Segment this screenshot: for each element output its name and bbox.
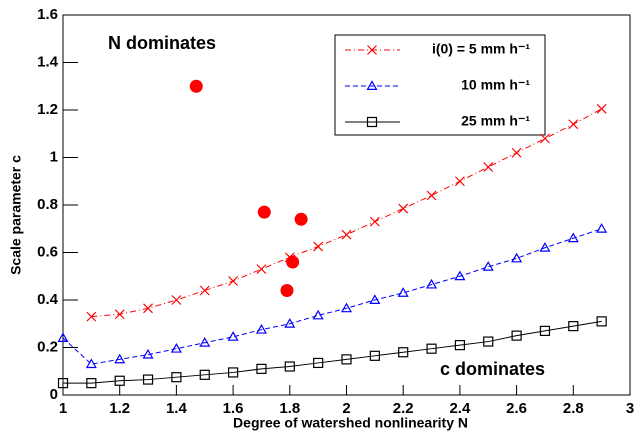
x-axis-title: Degree of watershed nonlinearity N — [233, 415, 468, 431]
marker — [426, 343, 437, 354]
legend-marker — [367, 45, 377, 55]
marker — [540, 133, 550, 144]
marker — [341, 354, 352, 365]
marker — [86, 311, 97, 322]
marker — [86, 378, 97, 389]
series-line — [91, 108, 602, 318]
marker — [511, 252, 523, 263]
marker — [596, 103, 607, 114]
x-tick-label: 3 — [626, 400, 634, 417]
series-line — [62, 228, 602, 365]
marker — [142, 348, 154, 359]
marker — [199, 285, 210, 296]
marker — [568, 321, 579, 332]
marker — [426, 278, 438, 289]
observation-point — [286, 255, 300, 269]
marker — [228, 367, 239, 378]
x-tick-label: 2.8 — [563, 400, 584, 417]
observation-point — [280, 284, 294, 297]
marker — [171, 295, 182, 305]
x-tick-label: 1.4 — [166, 400, 188, 417]
marker — [454, 340, 465, 351]
x-tick-label: 1.8 — [279, 400, 300, 417]
legend-marker — [366, 80, 378, 90]
legend-label: 10 mm h⁻¹ — [461, 77, 530, 93]
marker — [114, 309, 125, 320]
x-tick-label: 1 — [59, 400, 67, 417]
y-tick-label: 0.4 — [37, 291, 59, 308]
y-tick-label: 1.6 — [37, 6, 58, 23]
x-tick-label: 2.6 — [506, 400, 527, 417]
marker — [369, 216, 380, 227]
x-tick-label: 1.2 — [109, 400, 130, 417]
marker — [85, 358, 97, 369]
marker — [511, 330, 522, 341]
marker — [57, 332, 69, 342]
marker — [483, 162, 494, 172]
x-tick-label: 2 — [342, 400, 350, 417]
marker — [568, 119, 579, 130]
marker — [567, 232, 579, 243]
annotation: c dominates — [440, 359, 545, 379]
observation-point — [257, 205, 271, 219]
marker — [341, 229, 352, 240]
observation-point — [189, 79, 203, 93]
marker — [57, 378, 69, 389]
y-tick-label: 0.8 — [37, 196, 58, 213]
marker — [369, 294, 381, 304]
marker — [114, 353, 126, 364]
marker — [596, 316, 607, 327]
legend-label: i(0) = 5 mm h⁻¹ — [432, 41, 530, 57]
marker — [454, 270, 466, 281]
marker — [398, 347, 409, 358]
marker — [313, 357, 324, 369]
y-tick-label: 0.6 — [37, 243, 58, 260]
observation-point — [294, 212, 308, 226]
marker — [426, 190, 437, 201]
marker — [143, 303, 153, 314]
marker — [171, 372, 182, 383]
marker — [539, 325, 551, 336]
x-tick-label: 1.6 — [223, 400, 244, 417]
legend-label: 25 mm h⁻¹ — [461, 113, 530, 129]
marker — [114, 375, 125, 386]
marker — [369, 350, 380, 361]
marker — [284, 361, 295, 372]
marker — [256, 363, 267, 374]
y-tick-label: 0 — [50, 386, 58, 403]
marker — [284, 318, 296, 328]
y-axis-title: Scale parameter c — [8, 155, 24, 275]
marker — [312, 309, 324, 320]
annotation: N dominates — [108, 33, 216, 53]
marker — [142, 374, 154, 385]
marker — [313, 241, 324, 252]
marker — [199, 369, 210, 380]
x-tick-label: 2.2 — [393, 400, 414, 417]
y-tick-label: 0.2 — [37, 338, 58, 355]
marker — [398, 203, 409, 214]
y-tick-label: 1.2 — [37, 101, 58, 118]
marker — [596, 223, 608, 233]
marker — [228, 276, 239, 286]
marker — [340, 302, 353, 313]
marker — [539, 242, 551, 252]
marker — [483, 336, 494, 347]
legend-marker — [366, 116, 378, 128]
marker — [397, 287, 409, 297]
y-tick-label: 1 — [50, 148, 58, 165]
x-tick-label: 2.4 — [449, 400, 471, 417]
y-tick-label: 1.4 — [37, 53, 59, 70]
marker — [227, 331, 239, 341]
marker — [255, 323, 267, 334]
marker — [256, 264, 267, 275]
marker — [199, 337, 211, 347]
marker — [170, 342, 182, 353]
marker — [454, 176, 465, 187]
marker — [482, 261, 494, 271]
marker — [511, 147, 522, 158]
